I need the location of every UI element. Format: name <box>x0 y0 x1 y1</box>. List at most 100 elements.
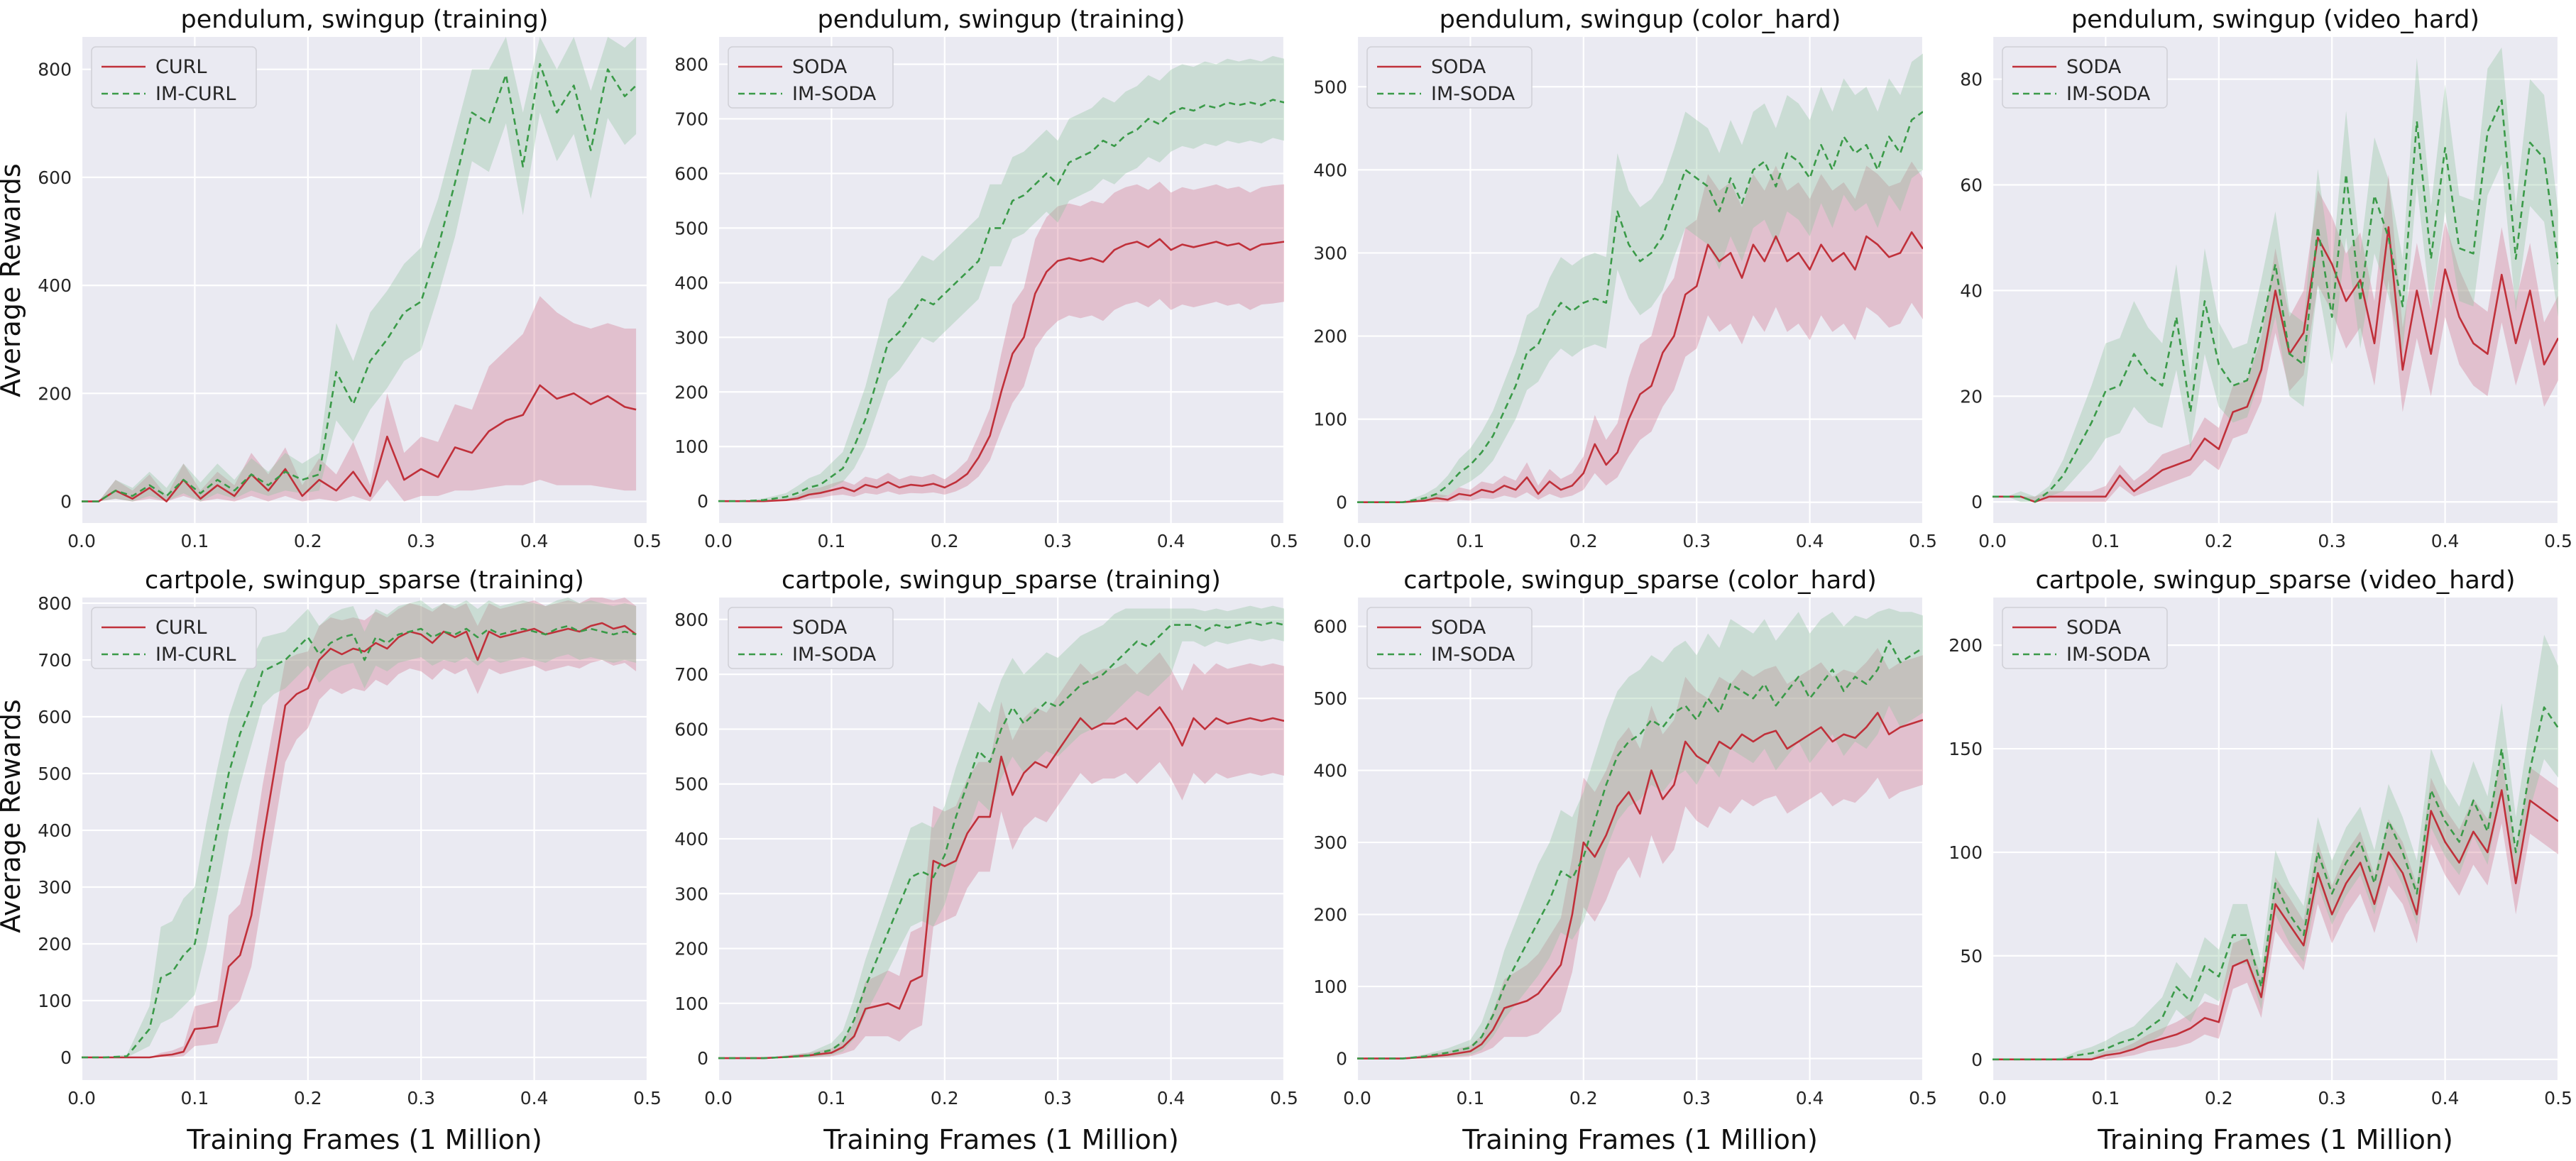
legend-frame <box>2002 46 2168 109</box>
chart-panel-5: 0 100 200 300 400 500 600 700 800 0.0 0.1 0.2 0.3 0.4… <box>38 566 662 1155</box>
series-band-im-soda <box>1357 53 1923 502</box>
plot-area <box>82 598 647 1080</box>
series-line-soda <box>1993 789 2558 1061</box>
series-band-im-curl <box>82 598 637 1057</box>
legend-frame <box>2002 607 2168 669</box>
series-band-soda <box>1993 174 2558 502</box>
series-band-curl <box>82 296 637 502</box>
x-axis-label: Training Frames (1 Million) <box>2097 1124 2453 1155</box>
y-tick-label: 200 <box>1949 635 1983 656</box>
series-group <box>1357 608 1923 1060</box>
x-tick-label: 0.1 <box>1457 1088 1485 1108</box>
series-group <box>718 55 1284 502</box>
y-tick-label: 0 <box>1971 1050 1983 1070</box>
legend: SODA IM-SODA <box>728 607 894 669</box>
legend-label-im-soda: IM-SODA <box>2066 83 2151 105</box>
x-tick-label: 0.0 <box>1978 1088 2007 1108</box>
x-tick-label: 0.4 <box>520 1088 549 1108</box>
y-tick-label: 50 <box>1960 946 1983 967</box>
y-tick-label: 400 <box>1313 160 1347 180</box>
series-group <box>82 37 637 502</box>
x-tick-label: 0.2 <box>931 531 959 551</box>
series-group <box>1993 634 2558 1061</box>
x-tick-label: 0.1 <box>181 1088 209 1108</box>
plot-area <box>1357 598 1923 1080</box>
y-tick-label: 100 <box>1949 842 1983 863</box>
chart-title: pendulum, swingup (color_hard) <box>1440 6 1841 34</box>
series-group <box>1357 53 1923 503</box>
x-tick-label: 0.4 <box>1157 531 1185 551</box>
chart-title: pendulum, swingup (training) <box>818 6 1185 34</box>
y-tick-label: 40 <box>1960 280 1983 301</box>
y-tick-label: 200 <box>674 382 708 402</box>
y-tick-label: 600 <box>674 163 708 184</box>
x-tick-label: 0.5 <box>2544 531 2572 551</box>
x-tick-label: 0.1 <box>1457 531 1485 551</box>
legend-label-im-curl: IM-CURL <box>155 644 236 666</box>
legend: SODA IM-SODA <box>1366 46 1533 109</box>
chart-title: cartpole, swingup_sparse (training) <box>145 566 584 595</box>
x-tick-label: 0.3 <box>2318 1088 2346 1108</box>
series-line-soda <box>718 706 1284 1060</box>
series-line-im-soda <box>1357 111 1923 503</box>
y-tick-label: 300 <box>674 327 708 348</box>
series-line-im-soda <box>718 621 1284 1060</box>
y-tick-label: 100 <box>1313 409 1347 430</box>
series-line-soda <box>718 238 1284 502</box>
series-line-curl <box>82 622 637 1059</box>
chart-title: cartpole, swingup_sparse (video_hard) <box>2035 566 2515 595</box>
x-tick-label: 0.4 <box>2431 1088 2460 1108</box>
grid <box>1356 37 1924 523</box>
series-band-im-soda <box>1357 608 1923 1059</box>
chart-panel-4: 0 20 40 60 80 0.0 0.1 0.2 0.3 0.4 0.5 pendulum, swi… <box>1960 6 2572 551</box>
y-tick-label: 800 <box>38 60 72 80</box>
series-group <box>1993 47 2558 503</box>
series-band-im-soda <box>718 55 1284 502</box>
y-tick-label: 200 <box>1313 326 1347 347</box>
y-tick-label: 20 <box>1960 386 1983 407</box>
x-tick-label: 0.4 <box>1796 1088 1824 1108</box>
series-line-im-soda <box>718 99 1284 502</box>
y-tick-label: 600 <box>1313 617 1347 637</box>
y-tick-label: 150 <box>1949 739 1983 759</box>
x-tick-label: 0.1 <box>818 531 846 551</box>
x-tick-label: 0.0 <box>1343 1088 1371 1108</box>
legend-frame <box>91 607 257 669</box>
x-tick-label: 0.3 <box>2318 531 2346 551</box>
chart-panel-7: 0 100 200 300 400 500 600 0.0 0.1 0.2 0.3 0.4 0.5 car… <box>1313 566 1937 1155</box>
y-tick-label: 0 <box>60 1047 72 1068</box>
legend-label-im-soda: IM-SODA <box>792 644 877 666</box>
legend-label-soda: SODA <box>2066 56 2122 78</box>
x-axis-label: Training Frames (1 Million) <box>186 1124 542 1155</box>
x-tick-label: 0.2 <box>294 1088 322 1108</box>
ylabel-row-1: Average Rewards <box>0 163 26 397</box>
x-tick-label: 0.0 <box>1978 531 2007 551</box>
series-line-im-curl <box>82 62 637 502</box>
x-tick-label: 0.3 <box>407 531 435 551</box>
x-tick-label: 0.5 <box>1270 1088 1298 1108</box>
legend-label-soda: SODA <box>792 617 848 639</box>
y-tick-label: 200 <box>674 939 708 959</box>
series-group <box>718 605 1284 1060</box>
series-band-soda <box>718 652 1284 1059</box>
x-tick-label: 0.3 <box>1682 531 1711 551</box>
legend-frame <box>728 46 894 109</box>
x-tick-label: 0.2 <box>1569 1088 1598 1108</box>
y-tick-label: 400 <box>38 820 72 841</box>
legend-frame <box>728 607 894 669</box>
y-tick-label: 0 <box>1336 493 1347 513</box>
x-tick-label: 0.1 <box>818 1088 846 1108</box>
y-tick-label: 700 <box>674 664 708 685</box>
x-tick-label: 0.0 <box>67 531 96 551</box>
y-tick-label: 700 <box>674 109 708 129</box>
legend-frame <box>1366 607 1533 669</box>
chart-title: pendulum, swingup (training) <box>181 6 549 34</box>
y-tick-label: 60 <box>1960 175 1983 195</box>
ylabel-row-2: Average Rewards <box>0 699 26 932</box>
x-tick-label: 0.5 <box>633 531 662 551</box>
plot-area <box>82 37 647 523</box>
y-tick-label: 200 <box>38 383 72 404</box>
x-tick-label: 0.2 <box>2205 1088 2233 1108</box>
x-tick-label: 0.1 <box>2092 531 2120 551</box>
x-tick-label: 0.4 <box>1157 1088 1185 1108</box>
